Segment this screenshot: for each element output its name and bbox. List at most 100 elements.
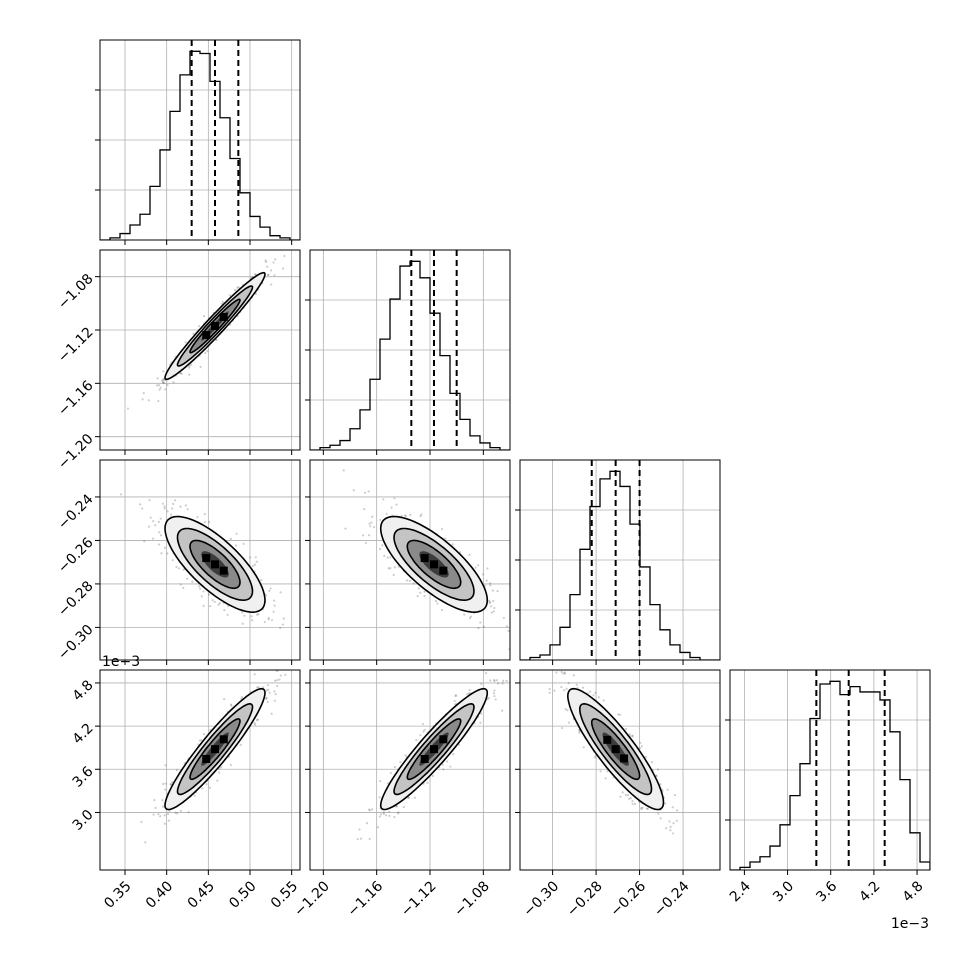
scatter-point — [650, 761, 654, 764]
scatter-point — [193, 794, 196, 797]
scatter-point — [368, 522, 371, 525]
scatter-point — [158, 388, 161, 391]
density-peak — [430, 745, 438, 754]
scatter-point — [562, 689, 566, 692]
scatter-point — [717, 875, 719, 877]
scatter-point — [167, 819, 171, 822]
scatter-point — [188, 366, 191, 369]
scatter-point — [657, 812, 660, 815]
scatter-point — [279, 626, 282, 630]
scatter-point — [479, 712, 483, 715]
scatter-point — [501, 709, 504, 712]
scatter-point — [243, 614, 246, 617]
scatter-point — [479, 721, 482, 724]
contour-line — [164, 687, 266, 811]
scatter-point — [220, 302, 223, 305]
scatter-point — [251, 619, 254, 622]
scatter-point — [370, 521, 373, 524]
panel-frame — [309, 459, 511, 661]
x-tick-label: 2.4 — [727, 878, 754, 905]
scatter-point — [163, 507, 166, 510]
scatter-point — [617, 713, 620, 716]
scatter-point — [368, 534, 371, 537]
scatter-point — [157, 400, 160, 403]
scatter-point — [372, 525, 376, 529]
histogram — [730, 680, 930, 870]
scatter-point — [379, 813, 383, 816]
scatter-point — [223, 697, 226, 701]
y-tick-label: −0.30 — [55, 622, 97, 664]
scatter-point — [419, 514, 422, 518]
x-tick-label: −1.08 — [451, 878, 493, 920]
scatter-point — [388, 814, 391, 817]
density-peak — [219, 735, 228, 744]
scatter-point — [386, 556, 389, 559]
scatter-point — [274, 258, 277, 261]
scatter-point — [218, 602, 221, 605]
scatter-point — [367, 490, 370, 493]
scatter-point — [166, 510, 169, 513]
scatter-point — [223, 609, 226, 612]
x-tick-label: −1.16 — [345, 878, 387, 920]
scatter-point — [405, 579, 409, 582]
scatter-point — [170, 781, 174, 784]
scatter-point — [267, 688, 270, 692]
scatter-point — [468, 617, 472, 620]
scatter-point — [161, 378, 165, 381]
scatter-point — [419, 591, 422, 594]
scatter-point — [265, 689, 268, 692]
x-tick-label: −1.12 — [398, 878, 440, 920]
scatter-point — [389, 567, 392, 570]
scatter-point — [176, 812, 179, 815]
scatter-point — [284, 673, 287, 676]
scatter-point — [204, 351, 207, 355]
scatter-point — [505, 625, 509, 628]
scatter-point — [626, 794, 630, 797]
scatter-point — [141, 398, 144, 401]
scatter-point — [565, 687, 568, 690]
density-peak — [211, 322, 219, 330]
scatter-point — [175, 565, 178, 568]
x-tick-label: 3.6 — [813, 878, 840, 905]
panel-frame — [519, 459, 721, 661]
scatter-point — [237, 286, 240, 289]
scatter-point — [126, 407, 130, 410]
scatter-point — [270, 283, 273, 286]
x-tick-label: −0.30 — [521, 878, 563, 920]
scatter-point — [241, 622, 244, 625]
scatter-point — [560, 685, 563, 689]
scatter-point — [376, 826, 380, 829]
scatter-point — [179, 809, 183, 813]
scatter-point — [256, 686, 259, 689]
scatter-point — [266, 265, 269, 268]
scatter-point — [629, 797, 632, 800]
scatter-point — [454, 694, 458, 697]
scatter-point — [264, 259, 267, 262]
scatter-point — [266, 684, 269, 687]
panel-frame — [99, 459, 301, 661]
scatter-point — [342, 469, 345, 472]
scatter-point — [198, 739, 202, 742]
scatter-point — [393, 497, 396, 500]
scatter-point — [599, 770, 602, 773]
density-peak — [420, 554, 429, 563]
scatter-point — [553, 689, 556, 692]
scatter-point — [641, 806, 644, 809]
scatter-point — [633, 802, 637, 805]
scatter-point — [161, 379, 164, 383]
scatter-point — [256, 613, 259, 616]
scatter-point — [387, 810, 391, 813]
scatter-point — [501, 682, 504, 685]
scatter-point — [273, 604, 276, 607]
scatter-point — [184, 504, 187, 507]
scatter-point — [221, 300, 224, 304]
scatter-point — [253, 721, 256, 725]
scatter-point — [161, 799, 164, 802]
density-peak — [211, 745, 219, 754]
scatter-point — [631, 802, 634, 806]
scatter-point — [144, 841, 147, 844]
scatter-point — [257, 613, 260, 616]
scatter-point — [211, 599, 214, 602]
scatter-point — [163, 546, 167, 549]
scatter-point — [368, 809, 372, 812]
